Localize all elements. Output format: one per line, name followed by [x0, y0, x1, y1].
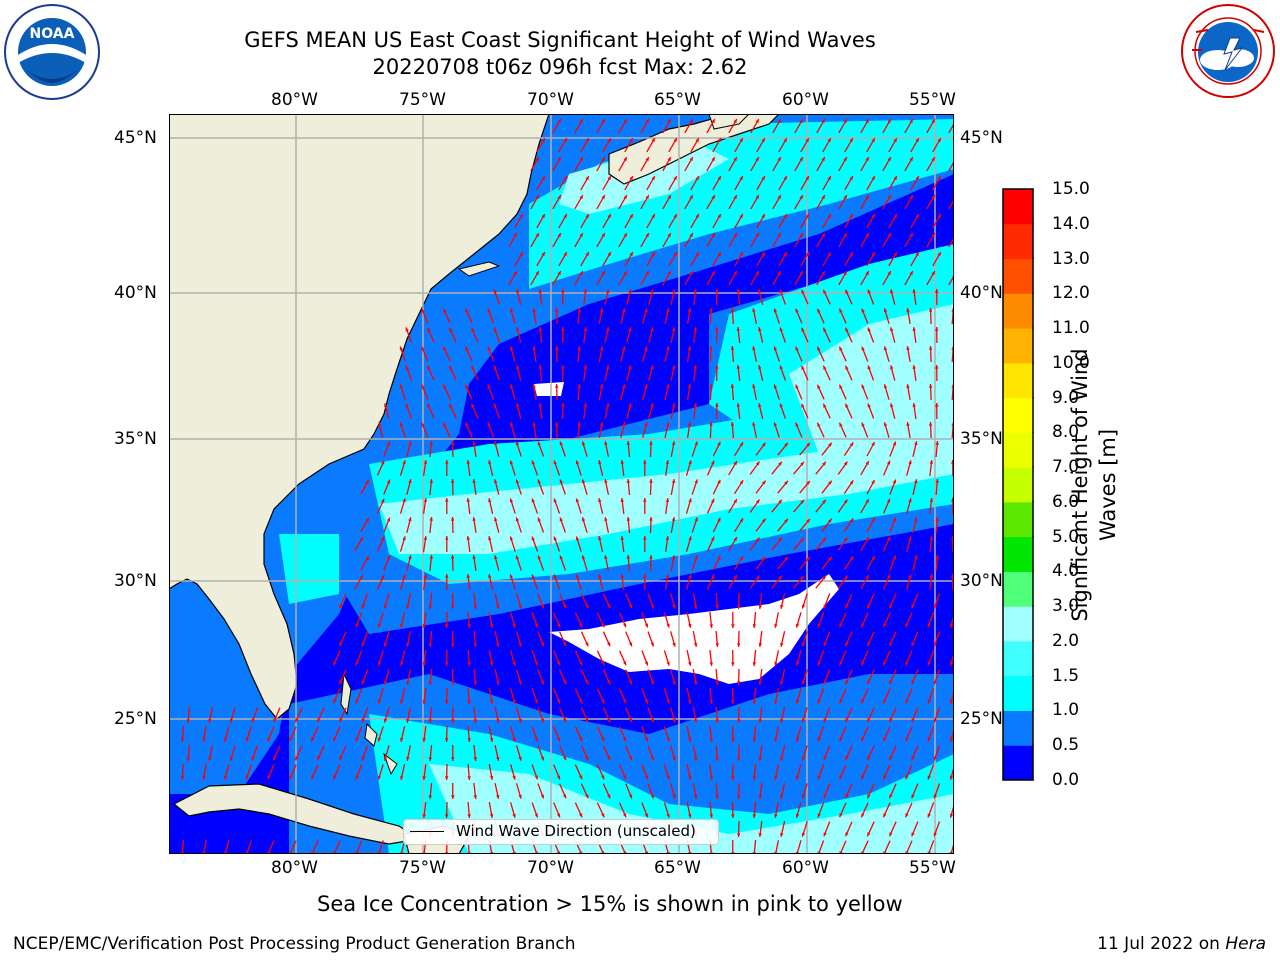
colorbar-segment [1003, 640, 1033, 677]
colorbar-segment [1003, 467, 1033, 503]
colorbar-tick-label: 6.0 [1052, 491, 1080, 512]
noaa-logo-icon: NOAA [4, 4, 100, 100]
colorbar-segment [1003, 571, 1033, 607]
colorbar-title-line2: Waves [m] [1096, 428, 1120, 542]
colorbar-segment [1003, 258, 1033, 294]
colorbar-tick-label: 12.0 [1052, 283, 1090, 304]
colorbar-tick-label: 3.0 [1052, 596, 1080, 617]
colorbar-title-line1: Significant Height of Wind [1068, 348, 1092, 622]
north-america-land [169, 114, 550, 720]
colorbar-segment [1003, 745, 1033, 781]
colorbar-tick-label: 10.0 [1052, 352, 1090, 373]
lat-label-left: 25°N [114, 709, 157, 729]
lon-label-bottom: 80°W [271, 858, 318, 878]
lon-label-bottom: 65°W [654, 858, 701, 878]
footer-date-text: 11 Jul 2022 on [1097, 934, 1226, 954]
footer-branch: NCEP/EMC/Verification Post Processing Pr… [13, 934, 576, 954]
lon-label-bottom: 70°W [527, 858, 574, 878]
colorbar-segment [1003, 675, 1033, 711]
colorbar-tick-label: 5.0 [1052, 526, 1080, 547]
colorbar-segment [1003, 432, 1033, 468]
map-area [169, 114, 954, 854]
colorbar [1002, 188, 1034, 781]
colorbar-segment [1003, 189, 1033, 225]
colorbar-tick-label: 15.0 [1052, 179, 1090, 199]
lon-label-bottom: 60°W [782, 858, 829, 878]
lat-label-left: 30°N [114, 571, 157, 591]
lat-label-right: 35°N [960, 429, 1003, 449]
lon-label-bottom: 75°W [399, 858, 446, 878]
lat-label-right: 40°N [960, 283, 1003, 303]
colorbar-segment [1003, 328, 1033, 364]
lon-label-top: 70°W [527, 90, 574, 110]
map-legend [403, 819, 719, 845]
colorbar-segment [1003, 501, 1033, 538]
colorbar-segment [1003, 606, 1033, 642]
lon-label-top: 80°W [271, 90, 318, 110]
colorbar-segment [1003, 397, 1033, 433]
page-title: GEFS MEAN US East Coast Significant Heig… [244, 28, 876, 52]
legend-label: Wind Wave Direction (unscaled) [456, 822, 696, 840]
colorbar-segment [1003, 710, 1033, 746]
lon-label-top: 65°W [654, 90, 701, 110]
lon-label-top: 75°W [399, 90, 446, 110]
page-subtitle: 20220708 t06z 096h fcst Max: 2.62 [372, 55, 748, 79]
lon-label-top: 55°W [909, 90, 956, 110]
colorbar-segment [1003, 223, 1033, 260]
wind-wave-arrows [180, 118, 954, 854]
colorbar-segment [1003, 536, 1033, 572]
colorbar-tick-label: 14.0 [1052, 213, 1090, 234]
lat-label-right: 25°N [960, 709, 1003, 729]
wave-band-2.0-3.0 [559, 144, 729, 214]
colorbar-tick-label: 7.0 [1052, 457, 1080, 478]
colorbar-tick-label: 2.0 [1052, 630, 1080, 651]
nova-scotia-land [608, 114, 780, 185]
colorbar-tick-label: 0.5 [1052, 735, 1080, 756]
lat-label-left: 45°N [114, 128, 157, 148]
lat-label-right: 30°N [960, 571, 1003, 591]
colorbar-tick-label: 1.0 [1052, 700, 1080, 721]
colorbar-tick-label: 4.0 [1052, 561, 1080, 582]
lat-label-left: 40°N [114, 283, 157, 303]
footer-date: 11 Jul 2022 on Hera [1097, 934, 1266, 954]
colorbar-tick-label: 11.0 [1052, 318, 1090, 339]
lon-label-bottom: 55°W [909, 858, 956, 878]
colorbar-tick-label: 8.0 [1052, 422, 1080, 443]
lat-label-left: 35°N [114, 429, 157, 449]
colorbar-tick-label: 13.0 [1052, 248, 1090, 269]
noaa-logo-text: NOAA [30, 26, 75, 42]
footer-machine: Hera [1225, 934, 1266, 954]
colorbar-tick-label: 0.0 [1052, 770, 1080, 790]
legend-line-icon [410, 831, 444, 832]
colorbar-segment [1003, 293, 1033, 329]
lon-label-top: 60°W [782, 90, 829, 110]
nws-logo-icon [1181, 4, 1275, 98]
sea-ice-note: Sea Ice Concentration > 15% is shown in … [317, 892, 903, 916]
graticule [169, 114, 954, 854]
colorbar-tick-label: 9.0 [1052, 387, 1080, 408]
colorbar-segment [1003, 362, 1033, 399]
map-frame [169, 114, 954, 854]
lat-label-right: 45°N [960, 128, 1003, 148]
colorbar-tick-label: 1.5 [1052, 665, 1080, 686]
